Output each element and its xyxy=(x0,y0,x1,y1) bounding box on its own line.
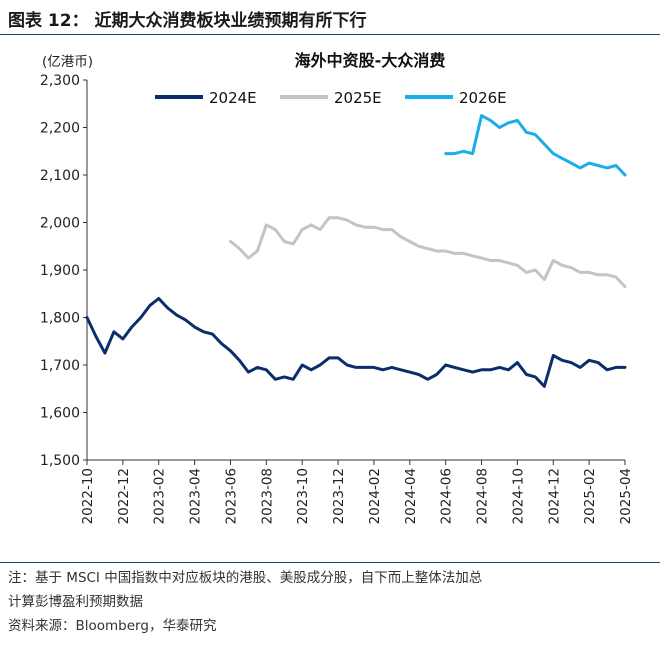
chart-title: 海外中资股-大众消费 xyxy=(295,51,446,70)
y-tick-label: 1,500 xyxy=(40,453,80,469)
x-tick-label: 2024-02 xyxy=(367,468,383,524)
y-tick-label: 1,900 xyxy=(40,263,80,279)
x-tick-label: 2024-10 xyxy=(510,468,526,524)
y-tick-label: 2,200 xyxy=(40,121,80,137)
x-axis: 2022-10 2022-12 2023-02 2023-04 2023-06 2023-… xyxy=(80,459,634,524)
legend: 2024E 2025E 2026E xyxy=(155,89,507,107)
legend-label-2025E: 2025E xyxy=(334,89,382,107)
x-tick-label: 2025-02 xyxy=(582,468,598,524)
y-axis: 1,500 1,600 1,700 1,800 1,900 2,000 2,100 2,200… xyxy=(40,73,88,469)
x-tick-label: 2023-02 xyxy=(152,468,168,524)
x-tick-label: 2023-06 xyxy=(223,468,239,524)
y-tick-label: 2,300 xyxy=(40,73,80,89)
x-tick-label: 2023-04 xyxy=(188,468,204,524)
x-tick-label: 2025-04 xyxy=(618,468,634,524)
x-tick-label: 2022-10 xyxy=(80,468,96,524)
x-tick-label: 2024-12 xyxy=(546,468,562,524)
x-tick-label: 2023-10 xyxy=(295,468,311,524)
legend-label-2024E: 2024E xyxy=(209,89,257,107)
figure-notes: 注：基于 MSCI 中国指数中对应板块的港股、美股成分股，自下而上整体法加总 计… xyxy=(0,562,660,638)
y-tick-label: 2,100 xyxy=(40,168,80,184)
y-tick-label: 1,700 xyxy=(40,358,80,374)
x-tick-label: 2022-12 xyxy=(116,468,132,524)
y-tick-label: 1,800 xyxy=(40,311,80,327)
line-chart: 海外中资股-大众消费 (亿港币) 2024E 2025E 2026E 1,5001,… xyxy=(40,51,634,524)
x-tick-label: 2023-12 xyxy=(331,468,347,524)
series-line-2026E xyxy=(444,114,627,177)
x-tick-label: 2024-04 xyxy=(403,468,419,524)
x-tick-label: 2024-06 xyxy=(439,468,455,524)
series-group xyxy=(85,114,627,388)
figure-header: 图表 12： 近期大众消费板块业绩预期有所下行 xyxy=(0,0,660,36)
y-axis-unit-label: (亿港币) xyxy=(42,54,93,70)
series-line-2025E xyxy=(229,216,627,289)
series-line-2024E xyxy=(85,297,627,388)
x-tick-label: 2024-08 xyxy=(475,468,491,524)
y-tick-label: 1,600 xyxy=(40,406,80,422)
figure-title: 图表 12： 近期大众消费板块业绩预期有所下行 xyxy=(8,11,367,31)
notes-rule xyxy=(0,562,660,563)
note-line-1: 注：基于 MSCI 中国指数中对应板块的港股、美股成分股，自下而上整体法加总 xyxy=(8,570,483,586)
source-line: 资料来源：Bloomberg，华泰研究 xyxy=(8,618,217,634)
note-line-2: 计算彭博盈利预期数据 xyxy=(8,594,143,610)
x-tick-label: 2023-08 xyxy=(259,468,275,524)
legend-label-2026E: 2026E xyxy=(459,89,507,107)
y-tick-label: 2,000 xyxy=(40,216,80,232)
header-rule xyxy=(0,34,660,35)
